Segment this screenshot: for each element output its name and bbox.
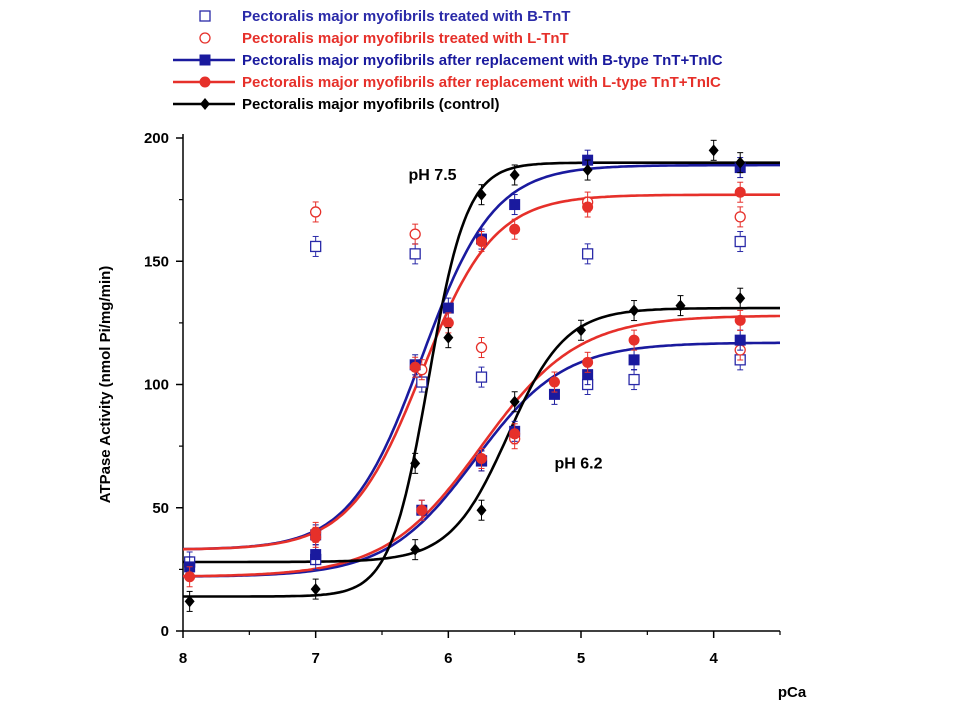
legend-label: Pectoralis major myofibrils treated with… bbox=[242, 8, 570, 25]
data-point bbox=[442, 302, 454, 314]
data-point bbox=[734, 314, 746, 326]
legend-item: Pectoralis major myofibrils after replac… bbox=[173, 74, 721, 91]
legend-item: Pectoralis major myofibrils treated with… bbox=[199, 30, 569, 47]
data-point bbox=[509, 223, 521, 235]
data-point bbox=[548, 376, 560, 388]
data-point bbox=[184, 571, 196, 583]
x-tick-label: 4 bbox=[709, 650, 718, 667]
data-point bbox=[734, 235, 746, 248]
x-axis-label: pCa bbox=[778, 684, 807, 701]
y-tick-label: 0 bbox=[161, 623, 169, 640]
data-point bbox=[476, 452, 487, 464]
data-point bbox=[476, 236, 487, 248]
data-point bbox=[310, 549, 322, 561]
data-point bbox=[675, 299, 686, 312]
legend-marker bbox=[199, 32, 211, 44]
legend-item: Pectoralis major myofibrils treated with… bbox=[199, 8, 570, 25]
data-point bbox=[442, 317, 454, 329]
data-point bbox=[708, 144, 719, 157]
data-point bbox=[410, 543, 421, 556]
data-point bbox=[409, 228, 421, 240]
data-point bbox=[735, 292, 746, 305]
legend-label: Pectoralis major myofibrils after replac… bbox=[242, 52, 723, 69]
x-tick-label: 6 bbox=[444, 650, 452, 667]
data-point bbox=[410, 457, 421, 470]
x-tick-label: 7 bbox=[311, 650, 319, 667]
y-tick-label: 50 bbox=[152, 500, 169, 517]
data-point bbox=[475, 341, 488, 354]
legend-item: Pectoralis major myofibrils (control) bbox=[173, 96, 500, 113]
data-point bbox=[184, 595, 195, 608]
data-point bbox=[509, 395, 520, 408]
data-point bbox=[509, 168, 520, 181]
legend-marker bbox=[199, 10, 211, 22]
data-point bbox=[475, 371, 488, 383]
data-point bbox=[416, 504, 428, 516]
data-point bbox=[734, 334, 746, 346]
data-point bbox=[310, 240, 322, 253]
annotation-label: pH 7.5 bbox=[409, 167, 457, 184]
data-point bbox=[476, 504, 487, 517]
data-point bbox=[409, 248, 421, 260]
data-point bbox=[409, 361, 421, 373]
legend-label: Pectoralis major myofibrils treated with… bbox=[242, 30, 569, 47]
data-point bbox=[628, 373, 640, 386]
data-point bbox=[734, 186, 746, 198]
legend-marker bbox=[200, 98, 210, 110]
y-axis-label: ATPase Activity (nmol Pi/mg/min) bbox=[97, 266, 114, 504]
data-point bbox=[629, 304, 640, 317]
data-point bbox=[735, 156, 746, 169]
annotations: pH 7.5 pH 6.2 bbox=[409, 167, 603, 472]
data-point bbox=[443, 331, 454, 344]
data-point bbox=[582, 201, 594, 213]
data-point bbox=[476, 188, 487, 201]
x-tick-label: 8 bbox=[179, 650, 187, 667]
data-point bbox=[582, 356, 594, 368]
data-points bbox=[183, 139, 746, 612]
x-tick-label: 5 bbox=[577, 650, 585, 667]
y-tick-label: 150 bbox=[144, 253, 169, 270]
chart-axes: 8 7 6 5 4 0 50 100 150 200 pCa ATPase Activity (nmo… bbox=[97, 130, 807, 701]
data-point bbox=[576, 324, 586, 337]
legend-label: Pectoralis major myofibrils (control) bbox=[242, 96, 500, 113]
annotation-label: pH 6.2 bbox=[554, 455, 602, 472]
data-point bbox=[628, 354, 640, 366]
data-point bbox=[310, 206, 322, 218]
data-point bbox=[628, 334, 640, 346]
legend-marker bbox=[199, 76, 211, 88]
data-point bbox=[582, 164, 593, 177]
data-point bbox=[734, 211, 746, 223]
y-tick-label: 100 bbox=[144, 377, 169, 394]
legend: Pectoralis major myofibrils treated with… bbox=[173, 8, 723, 113]
data-point bbox=[310, 583, 321, 596]
fit-curve bbox=[183, 314, 780, 578]
data-point bbox=[310, 531, 322, 543]
data-point bbox=[509, 199, 521, 211]
data-point bbox=[509, 428, 521, 440]
legend-label: Pectoralis major myofibrils after replac… bbox=[242, 74, 721, 91]
legend-item: Pectoralis major myofibrils after replac… bbox=[173, 52, 723, 69]
y-tick-label: 200 bbox=[144, 130, 169, 147]
data-point bbox=[581, 248, 594, 260]
legend-marker bbox=[199, 54, 211, 66]
